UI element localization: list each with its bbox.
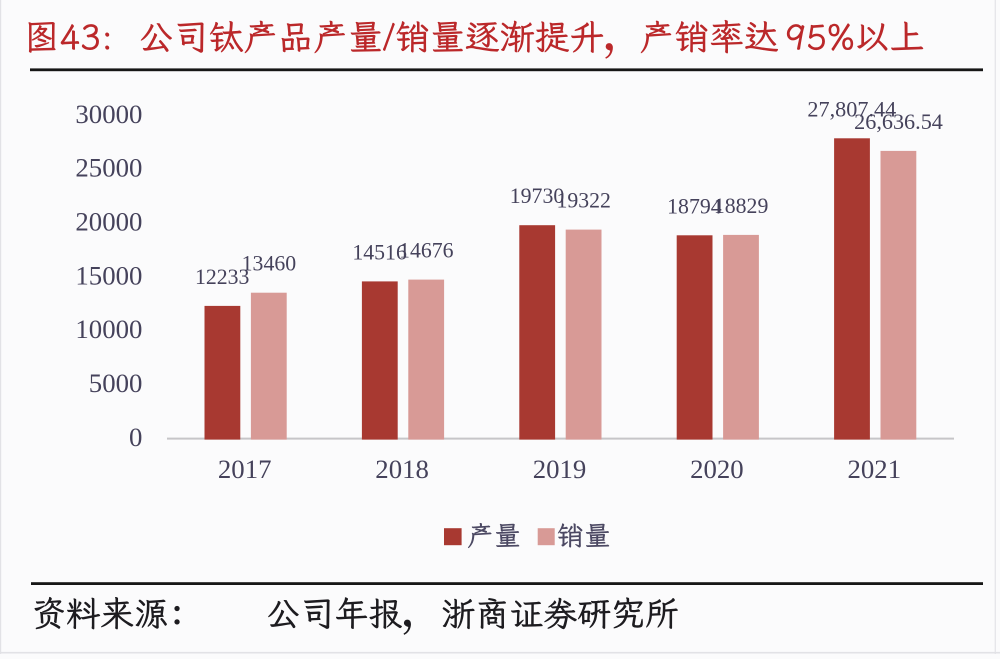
svg-text:12233: 12233 bbox=[195, 265, 250, 289]
svg-text:25000: 25000 bbox=[75, 153, 142, 183]
svg-text:2020: 2020 bbox=[690, 454, 744, 484]
svg-text:0: 0 bbox=[129, 422, 142, 452]
svg-text:15000: 15000 bbox=[75, 260, 142, 290]
svg-text:19322: 19322 bbox=[556, 189, 611, 213]
svg-text:26,636.54: 26,636.54 bbox=[854, 109, 943, 134]
svg-text:14516: 14516 bbox=[352, 240, 407, 264]
svg-text:18829: 18829 bbox=[714, 194, 769, 218]
svg-text:18794: 18794 bbox=[667, 194, 722, 218]
svg-text:10000: 10000 bbox=[75, 314, 142, 344]
svg-text:5000: 5000 bbox=[89, 368, 143, 398]
svg-text:2021: 2021 bbox=[848, 454, 902, 484]
svg-text:27,807.44: 27,807.44 bbox=[807, 96, 896, 121]
svg-text:14676: 14676 bbox=[399, 239, 454, 263]
svg-text:2017: 2017 bbox=[218, 454, 272, 484]
svg-text:2018: 2018 bbox=[375, 454, 429, 484]
svg-text:20000: 20000 bbox=[75, 207, 142, 237]
svg-text:2019: 2019 bbox=[533, 454, 587, 484]
svg-text:30000: 30000 bbox=[75, 99, 142, 129]
svg-text:19730: 19730 bbox=[510, 184, 565, 208]
svg-text:13460: 13460 bbox=[242, 252, 297, 276]
